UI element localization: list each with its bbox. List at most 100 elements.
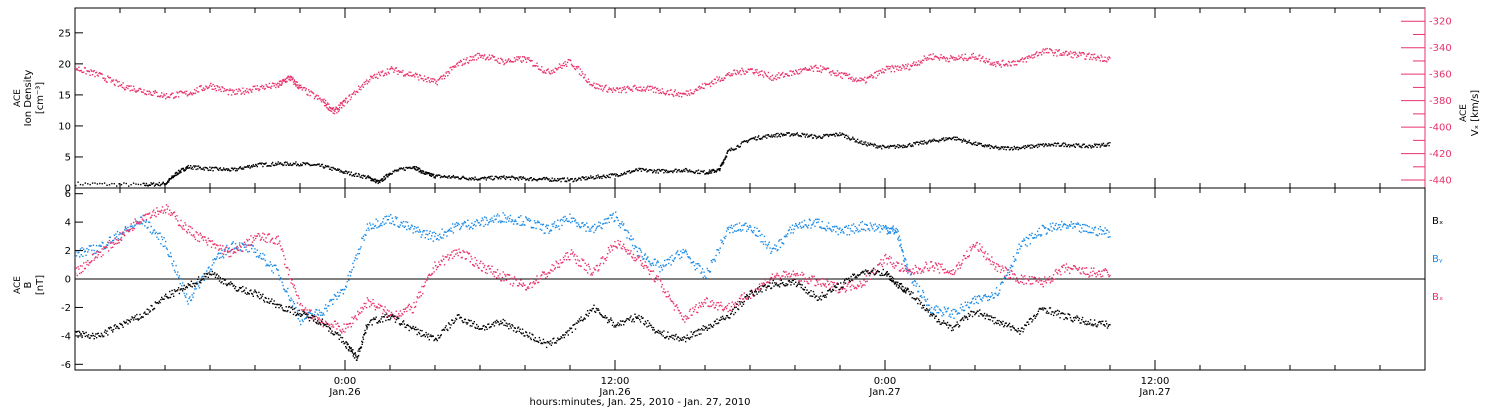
by-point — [801, 221, 803, 223]
bz-point — [125, 230, 127, 232]
velocity-point — [928, 54, 930, 56]
by-point — [974, 295, 976, 298]
ion-density-point — [898, 144, 901, 146]
by-point — [222, 255, 224, 257]
velocity-point — [676, 94, 679, 96]
ion-density-point — [1044, 143, 1047, 145]
by-point — [1020, 245, 1022, 247]
ion-density-point — [459, 178, 461, 180]
ion-density-point — [1102, 142, 1105, 144]
by-point — [1051, 230, 1053, 232]
by-point — [237, 247, 239, 249]
by-point — [541, 224, 544, 226]
by-point — [587, 226, 590, 228]
by-point — [589, 228, 591, 230]
by-point — [300, 323, 302, 326]
by-point — [1088, 226, 1090, 228]
ion-density-point — [166, 182, 168, 184]
by-point — [246, 244, 248, 246]
ion-density-point — [857, 142, 860, 144]
ion-density-point — [1002, 146, 1004, 148]
bz-point — [413, 301, 415, 304]
velocity-point — [434, 79, 436, 81]
by-point — [1016, 252, 1018, 254]
velocity-point — [561, 67, 563, 69]
velocity-point — [225, 89, 227, 92]
ion-density-point — [861, 143, 864, 145]
velocity-point — [111, 79, 113, 81]
by-point — [267, 264, 270, 266]
velocity-point — [768, 77, 770, 79]
velocity-point — [1054, 51, 1056, 54]
bz-point — [382, 312, 384, 315]
velocity-point — [323, 101, 326, 104]
ion-density-point — [1039, 143, 1041, 146]
velocity-point — [924, 57, 926, 60]
ion-density-point — [298, 165, 300, 167]
by-point — [457, 222, 459, 225]
velocity-point — [1069, 53, 1071, 55]
bz-point — [703, 301, 705, 304]
bz-point — [197, 234, 200, 236]
velocity-point — [897, 65, 899, 67]
ion-density-point — [784, 133, 786, 136]
velocity-point — [363, 81, 365, 84]
bz-point — [665, 296, 667, 298]
bz-point — [699, 305, 701, 307]
ion-density-point — [688, 170, 690, 172]
velocity-point — [191, 94, 193, 96]
by-point — [1109, 236, 1111, 238]
by-point — [359, 248, 361, 250]
by-point — [214, 258, 216, 260]
velocity-point — [799, 68, 802, 70]
velocity-point — [162, 95, 164, 97]
ion-density-point — [546, 178, 549, 180]
ion-density-point — [891, 145, 893, 147]
bz-point — [103, 246, 105, 248]
velocity-point — [633, 85, 635, 87]
velocity-point — [574, 67, 576, 70]
bz-point — [226, 246, 228, 249]
bz-point — [381, 305, 383, 307]
velocity-point — [230, 89, 232, 91]
velocity-point — [820, 71, 823, 73]
by-point — [452, 232, 455, 234]
ion-density-point — [270, 165, 272, 167]
by-point — [1061, 220, 1063, 223]
velocity-point — [803, 68, 806, 71]
by-point — [699, 265, 701, 267]
ion-density-point — [733, 148, 736, 151]
ion-density-point — [1012, 149, 1014, 151]
by-point — [461, 222, 463, 225]
bz-point — [374, 309, 377, 311]
velocity-point — [271, 85, 273, 87]
ion-density-point — [202, 168, 204, 170]
by-point — [917, 290, 920, 293]
by-point — [535, 227, 537, 230]
ion-density-point — [215, 166, 217, 169]
velocity-point — [831, 71, 833, 73]
bz-point — [523, 284, 525, 286]
bz-point — [305, 312, 307, 314]
velocity-point — [1020, 58, 1022, 61]
velocity-point — [1009, 64, 1011, 66]
velocity-point — [616, 87, 618, 89]
ion-density-point — [949, 137, 951, 139]
by-point — [151, 233, 153, 235]
velocity-point — [500, 57, 502, 60]
by-point — [414, 225, 416, 228]
bz-point — [77, 266, 79, 268]
bz-point — [485, 268, 487, 271]
velocity-point — [340, 102, 342, 105]
bz-point — [165, 212, 167, 214]
ion-density-point — [390, 173, 392, 175]
by-point — [238, 242, 241, 244]
ion-density-point — [397, 170, 399, 172]
velocity-point — [378, 73, 381, 75]
ion-density-points — [75, 132, 1111, 187]
ion-density-point — [259, 162, 261, 164]
ion-density-point — [729, 149, 732, 152]
velocity-point — [240, 93, 242, 95]
ion-density-point — [236, 169, 238, 172]
bz-point — [312, 316, 314, 319]
